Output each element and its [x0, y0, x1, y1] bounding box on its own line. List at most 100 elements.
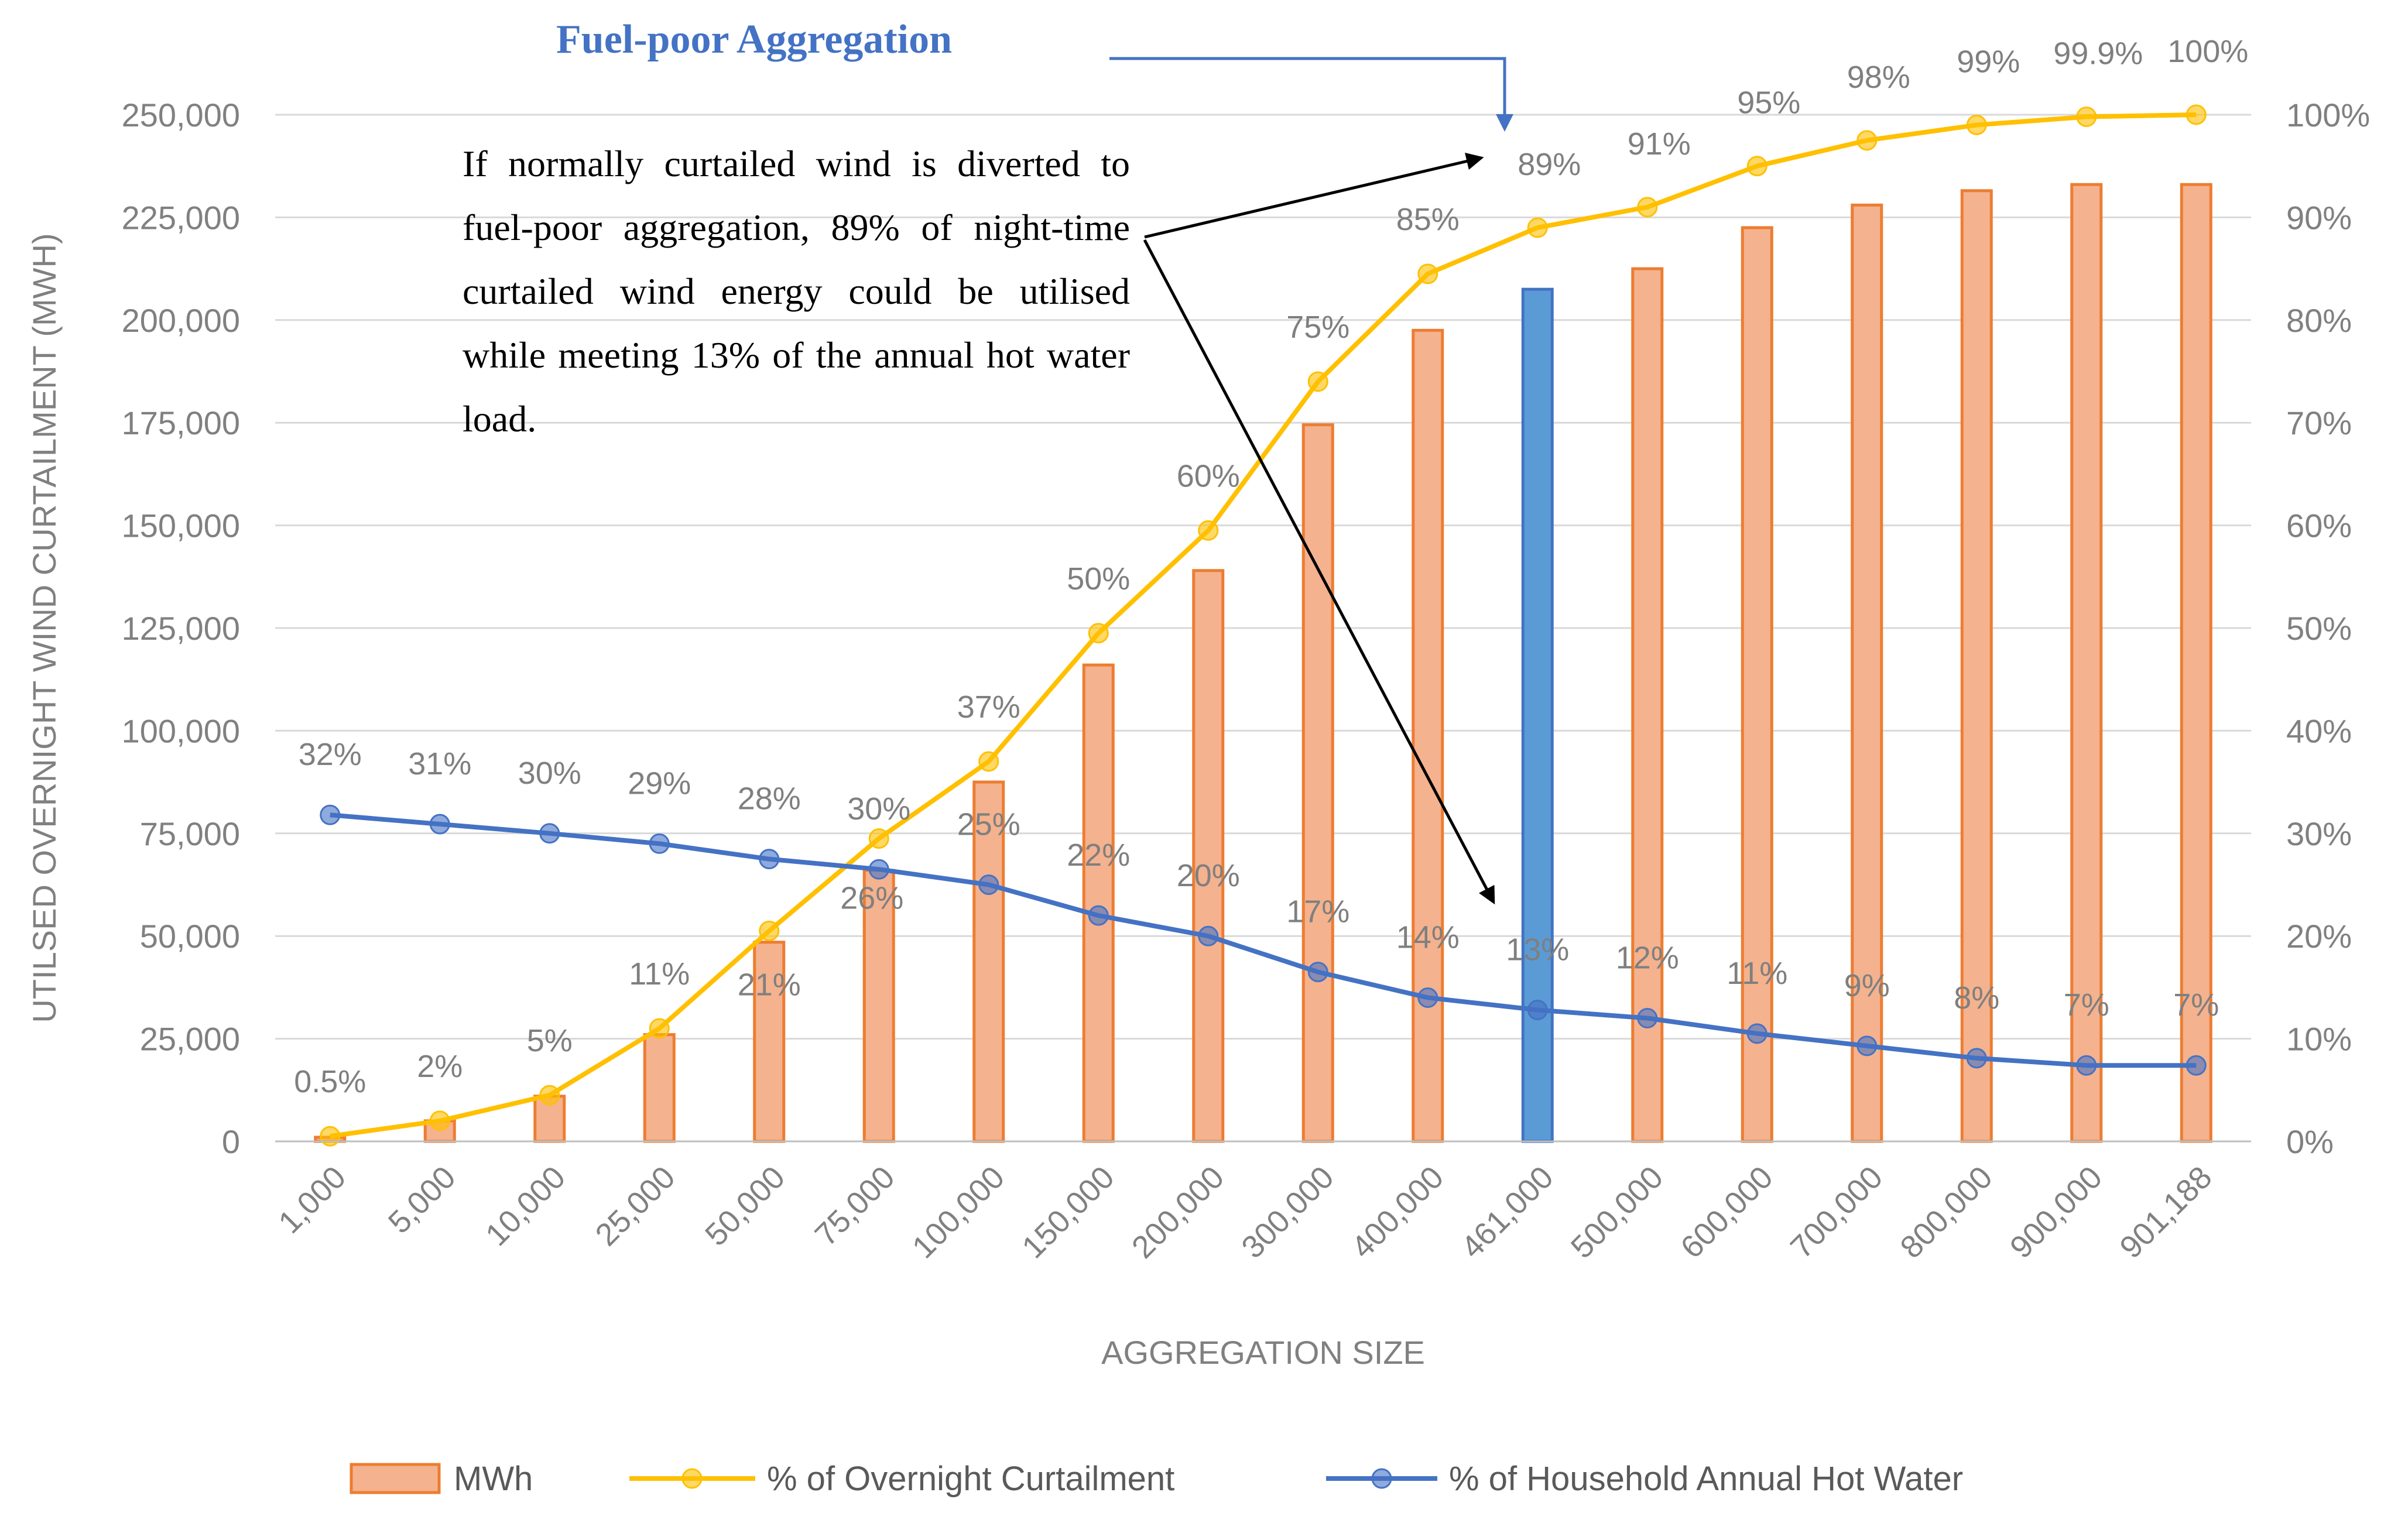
x-tick-label: 461,000: [1454, 1160, 1560, 1265]
hot-water-label: 20%: [1177, 858, 1240, 893]
hot-water-point: [2076, 1055, 2097, 1076]
curtailment-label: 26%: [840, 881, 903, 916]
hot-water-label: 28%: [738, 781, 801, 817]
data-labels: 0.5% 2% 5% 11% 21% 26% 37% 50% 60% 75% 85% 89% 91% 95…: [294, 34, 2248, 1099]
y-tick-label: 100,000: [122, 712, 240, 749]
bar: [2180, 183, 2212, 1143]
curtailment-label: 99.9%: [2053, 36, 2143, 71]
y2-tick-label: 0%: [2286, 1123, 2334, 1160]
curtailment-point: [429, 1110, 450, 1131]
bar: [1192, 569, 1225, 1143]
hot-water-label: 30%: [847, 791, 910, 826]
curtailment-point: [320, 1126, 341, 1147]
x-axis-title: AGGREGATION SIZE: [1101, 1334, 1425, 1371]
x-tick-label: 75,000: [809, 1160, 902, 1253]
pointer-arrow-89pct: [1144, 152, 1484, 239]
bar: [1631, 267, 1664, 1143]
hot-water-point: [1966, 1048, 1987, 1069]
legend-label-mwh: MWh: [454, 1460, 533, 1498]
x-tick-label: 400,000: [1345, 1160, 1450, 1265]
curtailment-label: 2%: [417, 1049, 463, 1084]
curtailment-point: [1527, 217, 1548, 238]
x-tick-label: 1,000: [272, 1160, 352, 1240]
hot-water-line: [330, 812, 2197, 1068]
y2-tick-label: 40%: [2286, 712, 2352, 749]
y2-tick-label: 80%: [2286, 302, 2352, 339]
hot-water-label: 7%: [2173, 987, 2219, 1023]
hot-water-label: 8%: [1954, 980, 1999, 1016]
legend: MWh % of Overnight Curtailment % of Househ…: [350, 1460, 1963, 1498]
curtailment-point: [649, 1018, 670, 1039]
curtailment-label: 95%: [1737, 85, 1800, 121]
x-tick-label: 600,000: [1674, 1160, 1779, 1265]
x-tick-label: 200,000: [1125, 1160, 1231, 1265]
curtailment-point: [1856, 130, 1878, 151]
gridlines: [275, 114, 2251, 1143]
hot-water-point: [649, 833, 670, 854]
annotation-title: Fuel-poor Aggregation: [556, 17, 953, 62]
hot-water-point: [759, 849, 780, 870]
legend-label-hot-water: % of Household Annual Hot Water: [1449, 1460, 1963, 1498]
lines: [320, 104, 2207, 1147]
hot-water-label: 14%: [1396, 920, 1460, 955]
x-tick-label: 901,188: [2113, 1160, 2218, 1265]
hot-water-point: [2186, 1055, 2207, 1076]
x-tick-label: 5,000: [382, 1160, 463, 1240]
curtailment-label: 0.5%: [294, 1064, 366, 1099]
legend-marker-hot-water: [1371, 1468, 1392, 1489]
curtailment-label: 5%: [527, 1023, 573, 1058]
legend-swatch-mwh: [350, 1463, 441, 1494]
hot-water-label: 30%: [518, 756, 581, 791]
hot-water-point: [1527, 999, 1548, 1020]
hot-water-label: 7%: [2064, 987, 2109, 1023]
hot-water-point: [1637, 1008, 1658, 1029]
curtailment-point: [978, 751, 999, 772]
curtailment-label: 89%: [1518, 147, 1581, 182]
annotation-text: If normally curtailed wind is diverted t…: [463, 143, 1130, 440]
y-tick-label: 0: [222, 1123, 240, 1160]
hot-water-point: [1307, 962, 1328, 983]
bar: [1412, 328, 1444, 1143]
bar: [753, 941, 786, 1143]
x-tick-label: 900,000: [2003, 1160, 2109, 1265]
hot-water-point: [1198, 925, 1219, 946]
y2-tick-label: 10%: [2286, 1021, 2352, 1058]
bar: [862, 869, 895, 1143]
hot-water-point: [978, 874, 999, 895]
bar: [1960, 189, 1993, 1143]
hot-water-point: [429, 814, 450, 835]
y2-tick-label: 100%: [2286, 97, 2370, 133]
y-tick-label: 25,000: [140, 1021, 240, 1058]
y-tick-label: 250,000: [122, 97, 240, 133]
curtailment-point: [1637, 197, 1658, 218]
x-tick-label: 700,000: [1784, 1160, 1889, 1265]
y-tick-label: 50,000: [140, 918, 240, 955]
y-axis-title: UTILSED OVERNIGHT WIND CURTAILMENT (MWH): [26, 233, 63, 1023]
curtailment-label: 37%: [957, 690, 1020, 725]
legend-label-curtailment: % of Overnight Curtailment: [767, 1460, 1174, 1498]
curtailment-label: 50%: [1067, 561, 1130, 596]
curtailment-point: [1307, 371, 1328, 392]
y-tick-label: 75,000: [140, 815, 240, 852]
hot-water-point: [1417, 987, 1438, 1008]
x-tick-label: 300,000: [1235, 1160, 1340, 1265]
y2-tick-label: 20%: [2286, 918, 2352, 955]
curtailment-line: [330, 112, 2197, 1139]
x-tick-label: 800,000: [1893, 1160, 1999, 1265]
hot-water-label: 32%: [299, 737, 362, 772]
hot-water-label: 31%: [408, 746, 471, 781]
y-tick-label: 200,000: [122, 302, 240, 339]
bar: [972, 780, 1005, 1143]
title-arrow: [1109, 57, 1513, 132]
bar: [1301, 423, 1334, 1143]
hot-water-label: 9%: [1844, 968, 1890, 1003]
hot-water-point: [1088, 905, 1109, 926]
curtailment-point: [2186, 104, 2207, 125]
curtailment-point: [868, 828, 889, 849]
x-tick-label: 25,000: [589, 1160, 682, 1253]
curtailment-label: 98%: [1847, 60, 1910, 95]
curtailment-point: [1966, 115, 1987, 136]
hot-water-point: [1746, 1023, 1768, 1044]
bar: [1741, 226, 1773, 1143]
